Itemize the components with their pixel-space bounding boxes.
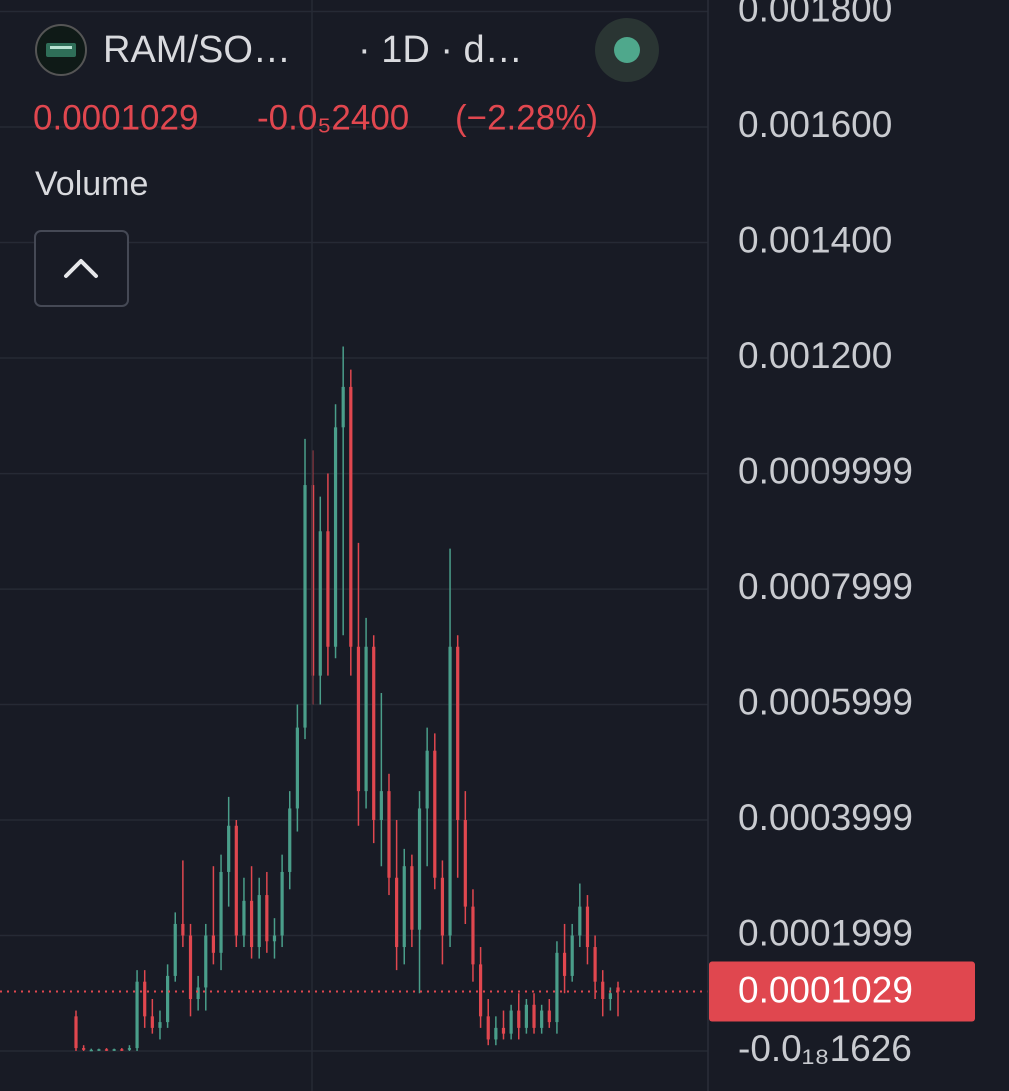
price-change: -0.0₅2400 (257, 98, 409, 137)
y-tick-label: 0.0009999 (738, 450, 913, 491)
candle-body (356, 646, 361, 792)
interval[interactable]: · 1D · d… (358, 29, 523, 71)
candle-body (349, 386, 353, 647)
price-tag (709, 961, 975, 1022)
candle-body (188, 935, 193, 1000)
y-tick-label: 0.0001999 (738, 912, 913, 953)
candle-body (456, 646, 460, 820)
candle-body (448, 646, 452, 936)
candle-body (211, 935, 216, 953)
candle-body (387, 791, 391, 878)
y-tick-label: 0.0005999 (738, 681, 913, 722)
y-tick-label: 0.0007999 (738, 566, 913, 607)
y-tick-label: 0.001200 (738, 335, 892, 376)
candle-body (425, 750, 429, 809)
candle-body (608, 993, 612, 1000)
candle-body (127, 1048, 132, 1050)
candle-body (272, 935, 277, 942)
candle-body (326, 531, 330, 647)
y-tick-label: 0.001800 (738, 0, 892, 29)
candle-body (509, 1010, 513, 1034)
status-dot (614, 37, 640, 63)
candle-body (433, 750, 437, 878)
candle-body (265, 895, 269, 942)
candle-body (303, 485, 307, 728)
price-change-percent: (−2.28%) (455, 98, 598, 137)
y-tick-label: 0.001400 (738, 219, 892, 260)
candle-body (372, 646, 376, 820)
candle-body (166, 975, 170, 1023)
candle-body (173, 923, 177, 976)
candle-body (150, 1016, 154, 1028)
candle-body (333, 427, 338, 647)
price-axis: -0.0₁₈1626 0.0001999 0.0003999 0.0005999 0.0… (709, 0, 975, 1069)
candle-body (547, 1010, 551, 1023)
candle-body (532, 1004, 536, 1028)
candle-body (555, 952, 559, 1023)
candle-body (471, 906, 475, 965)
candle-body (417, 808, 422, 930)
candle-body (616, 987, 620, 992)
candle-body (578, 906, 582, 936)
candle-body (570, 935, 574, 976)
candle-body (219, 871, 223, 953)
candle-body (379, 791, 383, 820)
candle-body (540, 1010, 544, 1028)
candle-body (97, 1049, 101, 1051)
candle-body (249, 900, 254, 948)
candle-body (135, 981, 139, 1049)
candle-body (601, 981, 605, 1000)
candle-body (486, 1016, 490, 1040)
indicator-label: Volume (35, 165, 148, 203)
candle-body (440, 877, 445, 936)
candle-body (280, 871, 284, 936)
candle-body (593, 947, 597, 982)
last-price: 0.0001029 (33, 98, 198, 137)
candle-body (517, 1010, 521, 1028)
candle-body (112, 1049, 116, 1051)
symbol-icon (35, 24, 87, 76)
y-tick-label: 0.0003999 (738, 797, 913, 838)
y-tick-label: -0.0₁₈1626 (738, 1028, 912, 1069)
candle-body (524, 1004, 528, 1028)
symbol[interactable]: RAM/SO… (103, 29, 291, 71)
candle-body (74, 1016, 78, 1049)
candle-body (143, 981, 147, 1017)
candle-body (410, 866, 414, 930)
candle-body (181, 923, 185, 936)
candle-body (494, 1027, 498, 1040)
candle-body (288, 808, 292, 872)
candle-body (318, 531, 322, 676)
candle-body (82, 1048, 86, 1050)
candle-body (501, 1027, 506, 1034)
candle-body (562, 952, 567, 976)
candle-body (295, 727, 299, 809)
candle-body (158, 1022, 162, 1028)
candle-body (234, 825, 238, 936)
price-tag-label: 0.0001029 (738, 969, 913, 1010)
candle-body (89, 1049, 93, 1052)
candle-body (196, 987, 200, 1000)
collapse-button[interactable] (34, 230, 129, 307)
candle-body (585, 906, 590, 948)
candle-body (242, 900, 246, 936)
candle-body (204, 935, 208, 988)
candle-body (364, 646, 368, 792)
candle-body (257, 895, 261, 948)
candle-body (120, 1049, 124, 1051)
y-tick-label: 0.001600 (738, 104, 892, 145)
candle-body (463, 819, 467, 907)
candle-body (104, 1049, 109, 1051)
candle-body (227, 825, 231, 872)
candle-body (341, 386, 345, 428)
candle-body (478, 964, 483, 1017)
candle-body (402, 866, 406, 948)
candle-body (395, 877, 399, 948)
